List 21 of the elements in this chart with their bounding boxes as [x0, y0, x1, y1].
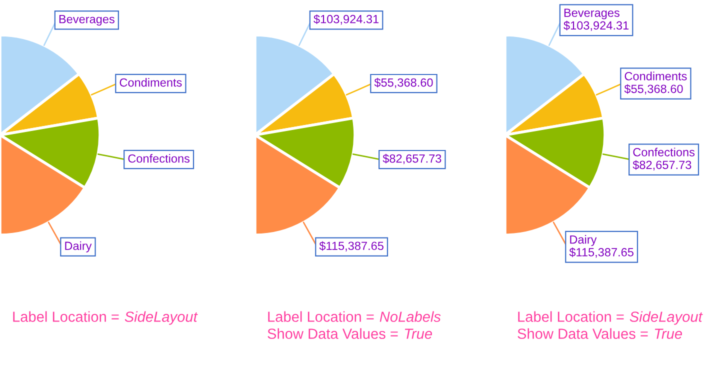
slice-label: Beverages [564, 8, 620, 20]
slice-label: Dairy [570, 235, 597, 246]
data-label: $82,657.73 [632, 160, 692, 170]
data-label: $55,368.60 [374, 78, 433, 88]
slice-label: Condiments [120, 78, 182, 87]
data-label: $115,387.65 [569, 248, 634, 258]
data-label: $55,368.60 [624, 84, 683, 94]
text: Label Location = SideLayout [13, 311, 198, 325]
slice-label: Condiments [624, 72, 687, 80]
data-label: $115,387.65 [319, 241, 384, 252]
data-label: $103,924.31 [314, 14, 379, 25]
text: Label Location = NoLabels [268, 311, 441, 322]
slice-label: Confections [633, 148, 695, 156]
slice-label: Beverages [59, 15, 114, 26]
data-label: $103,924.31 [564, 20, 629, 32]
data-label: $82,657.73 [382, 154, 442, 164]
text: Label Location = SideLayout [518, 311, 703, 325]
text: Show Data Values = True [518, 328, 682, 339]
slice-label: Dairy [65, 241, 92, 252]
slice-label: Confections [128, 154, 190, 163]
text: Show Data Values = True [268, 328, 432, 339]
